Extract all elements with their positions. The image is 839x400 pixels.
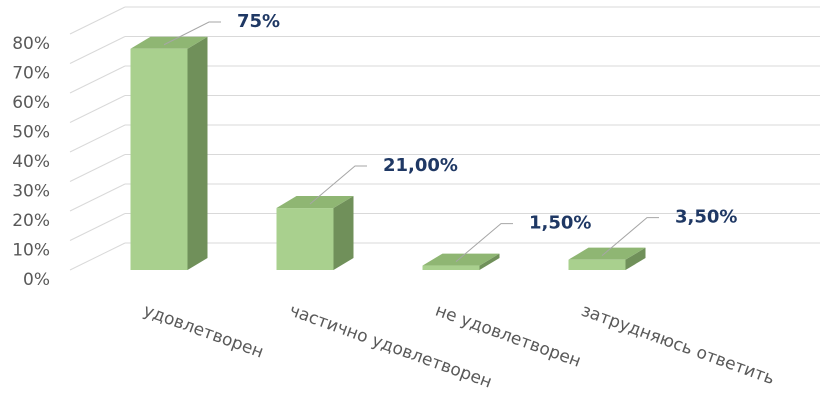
- leader-line: [601, 217, 659, 257]
- y-tick-label: 80%: [12, 34, 50, 54]
- bar-side: [187, 36, 208, 270]
- x-tick-label: затрудняюсь ответить: [579, 301, 778, 390]
- value-label: 3,50%: [675, 207, 737, 228]
- y-tick-label: 50%: [12, 123, 50, 143]
- bar-side: [479, 253, 500, 270]
- grid-line: [69, 154, 126, 182]
- bar-top: [276, 196, 354, 209]
- leader-line: [309, 165, 367, 205]
- y-tick-label: 20%: [12, 211, 50, 231]
- grid-line: [69, 6, 126, 35]
- grid-line: [69, 124, 126, 153]
- bar-top: [422, 253, 500, 266]
- bar: [276, 208, 334, 270]
- x-tick-label: удовлетворен: [141, 301, 266, 363]
- grid-line: [69, 95, 126, 123]
- bar: [568, 259, 626, 270]
- bar-top: [568, 247, 646, 260]
- y-tick-label: 60%: [12, 93, 50, 113]
- y-tick-label: 70%: [12, 64, 50, 84]
- leader-line: [163, 21, 221, 46]
- grid-line: [69, 36, 126, 64]
- bar-side: [333, 196, 354, 270]
- grid-line: [69, 242, 126, 271]
- grid-line: [69, 213, 126, 241]
- value-label: 1,50%: [529, 213, 591, 234]
- bar: [130, 48, 188, 270]
- bar: [422, 265, 480, 270]
- leader-line: [455, 223, 513, 262]
- y-tick-label: 0%: [23, 270, 50, 290]
- y-tick-label: 10%: [12, 241, 50, 261]
- value-label: 21,00%: [383, 155, 458, 176]
- grid-line: [69, 183, 126, 212]
- y-tick-label: 40%: [12, 152, 50, 172]
- y-tick-label: 30%: [12, 182, 50, 202]
- grid-line: [69, 65, 126, 94]
- bar-side: [625, 247, 646, 270]
- value-label: 75%: [237, 11, 280, 32]
